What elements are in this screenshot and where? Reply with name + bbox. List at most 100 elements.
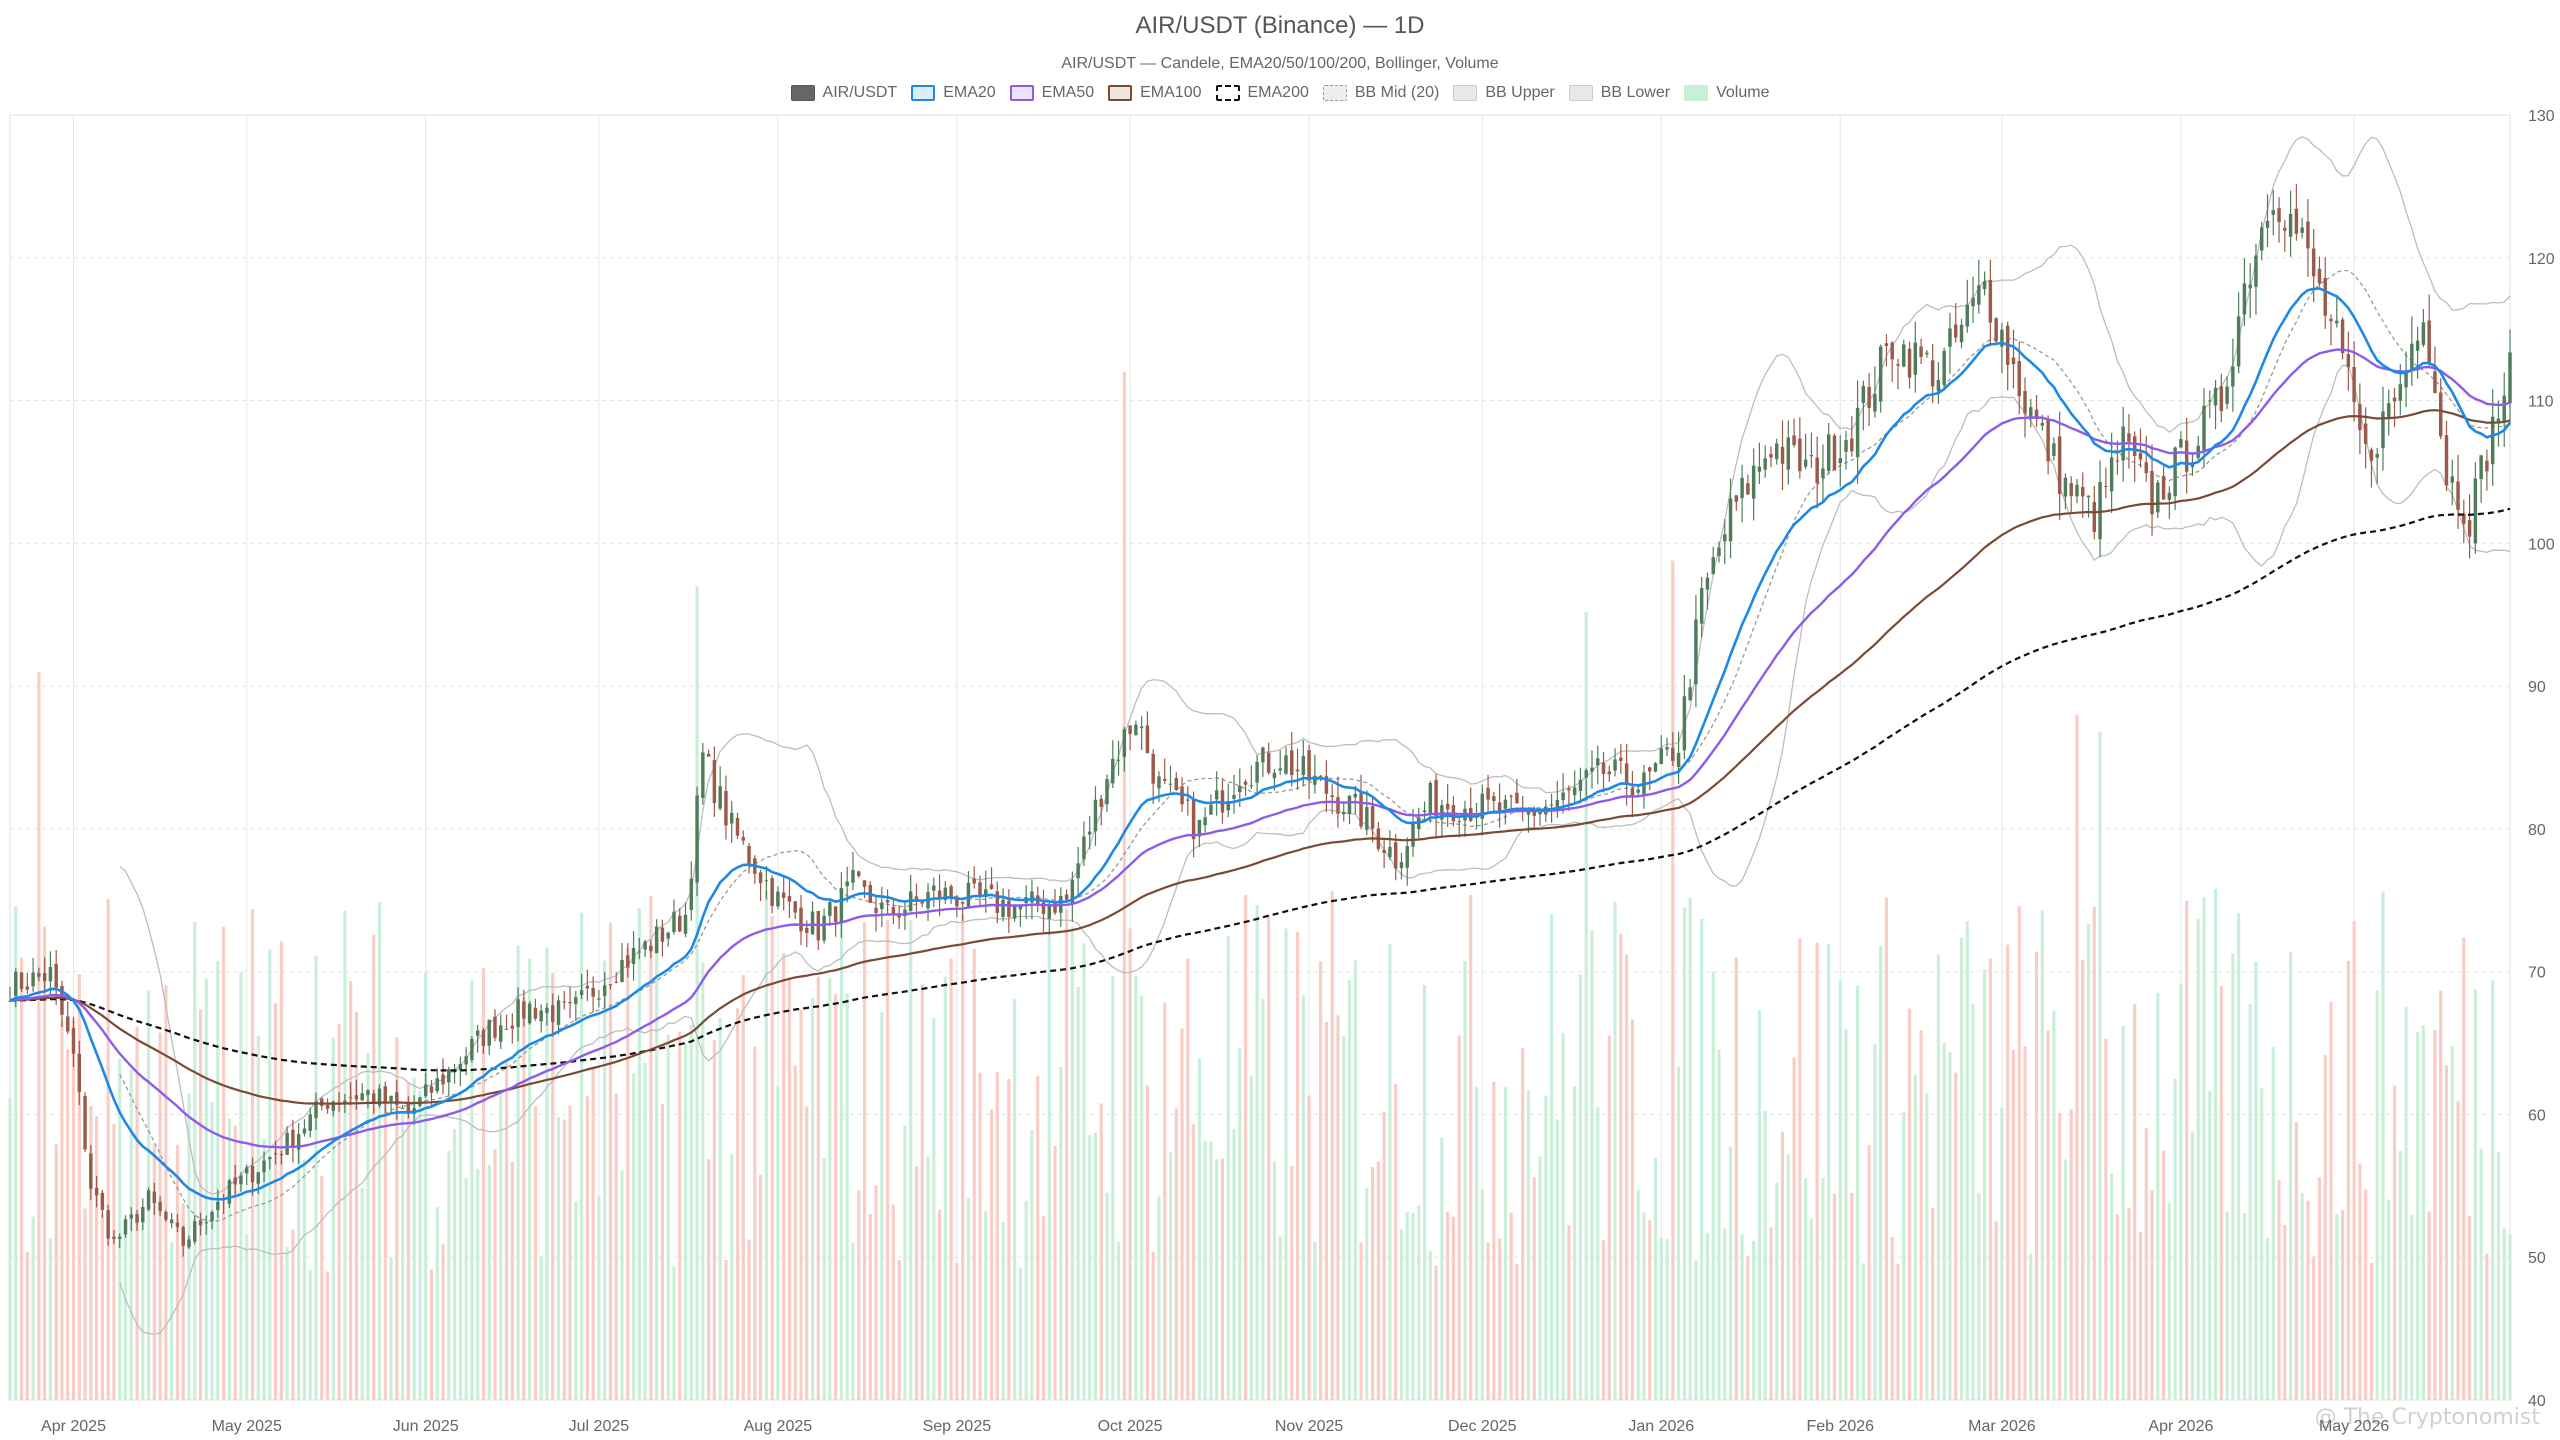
candle (620, 943, 624, 983)
candle (1139, 716, 1144, 751)
candle (325, 1098, 330, 1114)
legend-item-candles[interactable]: AIR/USDT (790, 84, 897, 102)
legend-item-ema100[interactable]: EMA100 (1108, 84, 1202, 102)
candle (602, 972, 607, 1008)
volume-bar (1359, 1242, 1363, 1400)
volume-bar (302, 1159, 307, 1400)
candle-body (187, 1239, 191, 1248)
volume-bar (810, 997, 815, 1400)
volume-bar (1480, 1189, 1484, 1400)
volume-bar (1884, 897, 1889, 1400)
candle (1087, 816, 1092, 850)
volume-bar (343, 910, 347, 1400)
candle (1613, 748, 1617, 777)
candle (2202, 388, 2206, 468)
candle-body (1492, 796, 1496, 801)
candle-body (2057, 436, 2062, 495)
candle (897, 905, 901, 929)
candle (2213, 379, 2218, 430)
candle-body (2496, 418, 2501, 423)
volume-bar (2277, 1179, 2281, 1400)
volume-bar (1267, 915, 1271, 1400)
candle-body (106, 1210, 110, 1239)
candle-body (2109, 457, 2114, 492)
volume-bar (522, 997, 526, 1400)
volume-bar (1786, 1154, 1790, 1400)
volume-bar (95, 1116, 99, 1400)
candle (37, 967, 41, 982)
candle-body (1157, 776, 1161, 789)
volume-bar (1434, 1265, 1438, 1400)
candle-body (2311, 248, 2316, 277)
volume-bar (1665, 1238, 1669, 1400)
candle-body (2225, 386, 2229, 404)
volume-bar (1503, 1087, 1507, 1400)
volume-bar (1099, 1103, 1103, 1400)
candle (296, 1122, 301, 1164)
volume-bar (435, 1207, 439, 1400)
candle (1688, 678, 1692, 702)
legend-label: EMA50 (1041, 84, 1095, 101)
candle (1278, 750, 1282, 775)
candle (2387, 389, 2391, 436)
volume-bar (1746, 1256, 1750, 1400)
legend-swatch (911, 85, 936, 101)
candle (2479, 455, 2483, 503)
candle-body (1630, 788, 1635, 797)
candle (1445, 784, 1450, 827)
volume-bar (1867, 1144, 1871, 1400)
candle (2248, 263, 2252, 319)
candle-body (2075, 484, 2079, 497)
candle (2242, 258, 2247, 326)
candle (19, 971, 24, 992)
y-tick-label: 70 (2528, 965, 2546, 982)
volume-bar (799, 1010, 803, 1400)
volume-bar (1688, 897, 1692, 1400)
volume-bar (868, 1214, 872, 1400)
candle-body (920, 902, 924, 904)
volume-bar (2133, 1004, 2137, 1400)
legend-item-bb-upper[interactable]: BB Upper (1453, 84, 1555, 102)
volume-bar (1919, 1030, 1923, 1400)
candle (2277, 197, 2281, 243)
candle-body (1705, 577, 1710, 590)
volume-bar (1399, 1229, 1404, 1400)
candle (1111, 740, 1115, 788)
volume-bar (123, 1231, 128, 1400)
candle (383, 1081, 388, 1114)
candle-body (776, 891, 780, 907)
candle-body (1232, 794, 1236, 799)
candle-body (1428, 782, 1433, 814)
legend-item-bb-lower[interactable]: BB Lower (1568, 84, 1670, 102)
candle-body (1365, 807, 1369, 830)
candle-body (2485, 460, 2489, 472)
candle-body (845, 881, 849, 887)
candle-body (2219, 386, 2224, 412)
volume-bar (678, 1031, 682, 1400)
volume-bar (1030, 1130, 1034, 1400)
volume-bar (580, 912, 584, 1400)
candle-body (1728, 498, 1733, 542)
legend-item-ema50[interactable]: EMA50 (1009, 84, 1095, 102)
legend-item-volume[interactable]: Volume (1684, 84, 1769, 102)
volume-bar (175, 1144, 180, 1400)
volume-bar (1653, 1157, 1658, 1400)
legend-item-bb-mid[interactable]: BB Mid (20) (1322, 84, 1439, 102)
volume-bar (2381, 891, 2385, 1400)
candle-body (325, 1104, 330, 1109)
candle-body (2040, 422, 2045, 426)
candle-body (1809, 454, 1814, 457)
volume-bar (666, 1034, 670, 1400)
volume-bar (1561, 1032, 1565, 1400)
volume-bar (2121, 1025, 2125, 1400)
legend-item-ema20[interactable]: EMA20 (911, 84, 996, 102)
candle-body (19, 972, 24, 989)
candle-body (978, 882, 982, 897)
volume-bar (989, 1109, 994, 1400)
volume-bar (2248, 1003, 2252, 1400)
volume-bar (314, 955, 318, 1400)
volume-bar (551, 972, 555, 1400)
candle-body (758, 872, 763, 884)
candle (729, 800, 734, 843)
legend-item-ema200[interactable]: EMA200 (1215, 84, 1309, 102)
